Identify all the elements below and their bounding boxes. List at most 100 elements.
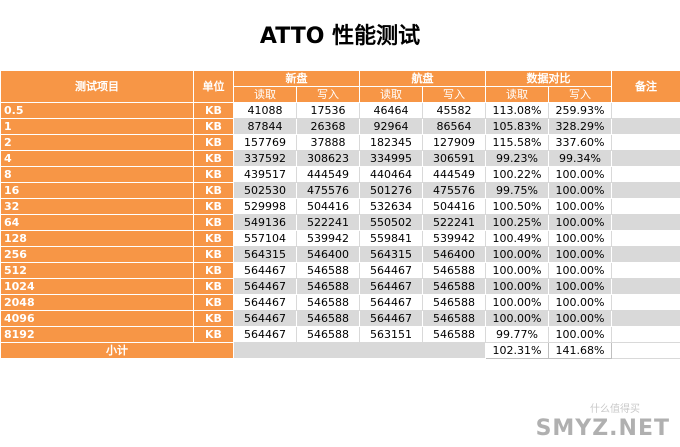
row-unit: KB — [193, 310, 234, 327]
row-note — [611, 294, 680, 311]
row-new-read: 564467 — [233, 278, 297, 295]
row-new-write: 546588 — [296, 278, 360, 295]
row-cmp-read: 100.49% — [485, 230, 549, 247]
row-new-read: 557104 — [233, 230, 297, 247]
row-fl-write: 504416 — [422, 198, 486, 215]
row-new-write: 504416 — [296, 198, 360, 215]
row-new-write: 546588 — [296, 262, 360, 279]
table-row: 4096 KB 564467 546588 564467 546588 100.00% 100… — [0, 310, 680, 327]
row-fl-read: 563151 — [359, 326, 423, 343]
row-cmp-write: 100.00% — [548, 278, 612, 295]
row-fl-write: 522241 — [422, 214, 486, 231]
row-item: 128 — [0, 230, 194, 247]
row-cmp-write: 100.00% — [548, 294, 612, 311]
summary-cmp-read: 102.31% — [485, 342, 549, 359]
row-new-write: 546588 — [296, 310, 360, 327]
row-new-read: 564467 — [233, 326, 297, 343]
row-new-read: 87844 — [233, 118, 297, 135]
row-item: 2048 — [0, 294, 194, 311]
row-fl-read: 182345 — [359, 134, 423, 151]
row-cmp-read: 100.00% — [485, 246, 549, 263]
row-cmp-read: 105.83% — [485, 118, 549, 135]
row-note — [611, 262, 680, 279]
header-cmp-write: 写入 — [548, 86, 612, 103]
row-item: 8192 — [0, 326, 194, 343]
row-fl-write: 127909 — [422, 134, 486, 151]
row-cmp-write: 100.00% — [548, 230, 612, 247]
row-item: 256 — [0, 246, 194, 263]
atto-table: 测试项目 单位 新盘 航盘 数据对比 备注 读取 写入 读取 写入 读取 写入 … — [0, 70, 680, 359]
row-cmp-read: 100.25% — [485, 214, 549, 231]
row-new-write: 37888 — [296, 134, 360, 151]
header-cmp-read: 读取 — [485, 86, 549, 103]
table-row: 64 KB 549136 522241 550502 522241 100.25% 100.0… — [0, 214, 680, 231]
row-new-write: 17536 — [296, 102, 360, 119]
row-cmp-read: 100.00% — [485, 278, 549, 295]
summary-blank — [233, 342, 486, 359]
row-new-write: 308623 — [296, 150, 360, 167]
row-fl-read: 550502 — [359, 214, 423, 231]
row-fl-write: 45582 — [422, 102, 486, 119]
table-row: 8192 KB 564467 546588 563151 546588 99.77% 100.… — [0, 326, 680, 343]
row-cmp-write: 100.00% — [548, 246, 612, 263]
summary-label: 小计 — [0, 342, 234, 359]
row-item: 32 — [0, 198, 194, 215]
row-fl-write: 86564 — [422, 118, 486, 135]
row-cmp-write: 100.00% — [548, 166, 612, 183]
row-note — [611, 214, 680, 231]
row-unit: KB — [193, 230, 234, 247]
row-item: 4096 — [0, 310, 194, 327]
row-unit: KB — [193, 214, 234, 231]
header-flagship-disk: 航盘 — [359, 70, 486, 87]
row-unit: KB — [193, 246, 234, 263]
header-new-write: 写入 — [296, 86, 360, 103]
header-note: 备注 — [611, 70, 680, 103]
row-cmp-read: 100.00% — [485, 310, 549, 327]
row-fl-read: 532634 — [359, 198, 423, 215]
row-note — [611, 150, 680, 167]
row-unit: KB — [193, 294, 234, 311]
row-new-read: 439517 — [233, 166, 297, 183]
row-new-read: 502530 — [233, 182, 297, 199]
summary-cmp-write: 141.68% — [548, 342, 612, 359]
header-item: 测试项目 — [0, 70, 194, 103]
row-new-read: 529998 — [233, 198, 297, 215]
table-row: 32 KB 529998 504416 532634 504416 100.50% 100.0… — [0, 198, 680, 215]
table-row: 128 KB 557104 539942 559841 539942 100.49% 100.… — [0, 230, 680, 247]
row-item: 4 — [0, 150, 194, 167]
row-note — [611, 246, 680, 263]
row-fl-read: 501276 — [359, 182, 423, 199]
row-new-read: 337592 — [233, 150, 297, 167]
table-row: 1 KB 87844 26368 92964 86564 105.83% 328.29% — [0, 118, 680, 135]
row-note — [611, 182, 680, 199]
row-unit: KB — [193, 166, 234, 183]
table-row: 1024 KB 564467 546588 564467 546588 100.00% 100… — [0, 278, 680, 295]
table-row: 512 KB 564467 546588 564467 546588 100.00% 100.… — [0, 262, 680, 279]
header-new-read: 读取 — [233, 86, 297, 103]
row-cmp-write: 100.00% — [548, 182, 612, 199]
watermark-hint: 什么值得买 — [590, 404, 640, 415]
row-cmp-read: 99.23% — [485, 150, 549, 167]
row-note — [611, 134, 680, 151]
row-new-write: 475576 — [296, 182, 360, 199]
row-cmp-read: 115.58% — [485, 134, 549, 151]
row-fl-read: 334995 — [359, 150, 423, 167]
row-new-write: 539942 — [296, 230, 360, 247]
row-item: 1 — [0, 118, 194, 135]
row-cmp-write: 100.00% — [548, 214, 612, 231]
row-fl-write: 546588 — [422, 294, 486, 311]
row-item: 2 — [0, 134, 194, 151]
row-fl-write: 306591 — [422, 150, 486, 167]
row-fl-read: 564467 — [359, 278, 423, 295]
table-row: 16 KB 502530 475576 501276 475576 99.75% 100.00… — [0, 182, 680, 199]
row-unit: KB — [193, 102, 234, 119]
row-unit: KB — [193, 326, 234, 343]
row-fl-write: 546400 — [422, 246, 486, 263]
row-note — [611, 278, 680, 295]
row-new-read: 549136 — [233, 214, 297, 231]
row-unit: KB — [193, 150, 234, 167]
row-unit: KB — [193, 198, 234, 215]
table-row: 2 KB 157769 37888 182345 127909 115.58% 337.60% — [0, 134, 680, 151]
summary-note — [611, 342, 680, 359]
table-row: 2048 KB 564467 546588 564467 546588 100.00% 100… — [0, 294, 680, 311]
